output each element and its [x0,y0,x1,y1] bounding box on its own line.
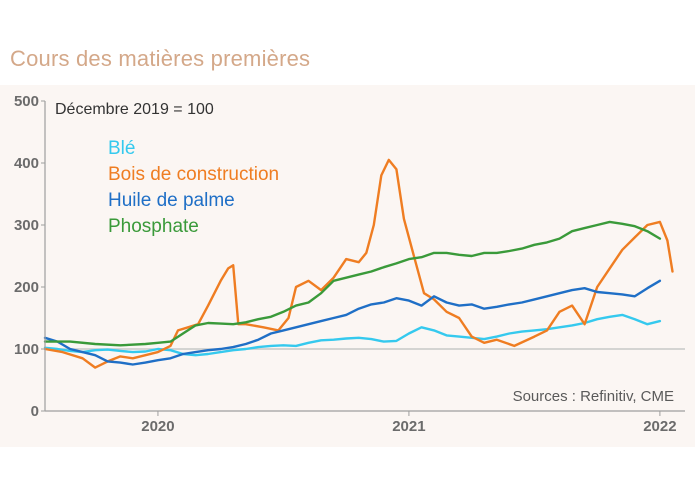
series-line-ble [43,313,662,357]
axis-layer: 0 100 200 300 400 500 2020 2021 2022 [14,93,685,435]
series-layer [43,158,674,369]
y-tick-label: 200 [14,279,39,296]
y-tick-label: 300 [14,217,39,234]
series-line-phosphate [43,220,662,347]
x-tick-label: 2021 [392,418,425,435]
chart-subtitle: Décembre 2019 = 100 [55,101,214,118]
legend-entry-ble: Blé [108,138,135,159]
source-note: Sources : Refinitiv, CME [513,388,674,405]
x-tick-label: 2020 [141,418,174,435]
legend: Blé Bois de construction Huile de palme Pho… [108,138,279,237]
chart-title: Cours des matières premières [10,46,311,71]
y-tick-label: 500 [14,93,39,110]
chart-panel [0,85,695,447]
series-line-bois [43,158,674,369]
series-line-huile [43,279,662,366]
y-tick-label: 400 [14,155,39,172]
y-tick-label: 0 [31,403,39,420]
legend-entry-huile: Huile de palme [108,190,235,211]
x-tick-label: 2022 [643,418,676,435]
y-tick-label: 100 [14,341,39,358]
legend-entry-bois: Bois de construction [108,164,279,185]
legend-entry-phosphate: Phosphate [108,216,199,237]
